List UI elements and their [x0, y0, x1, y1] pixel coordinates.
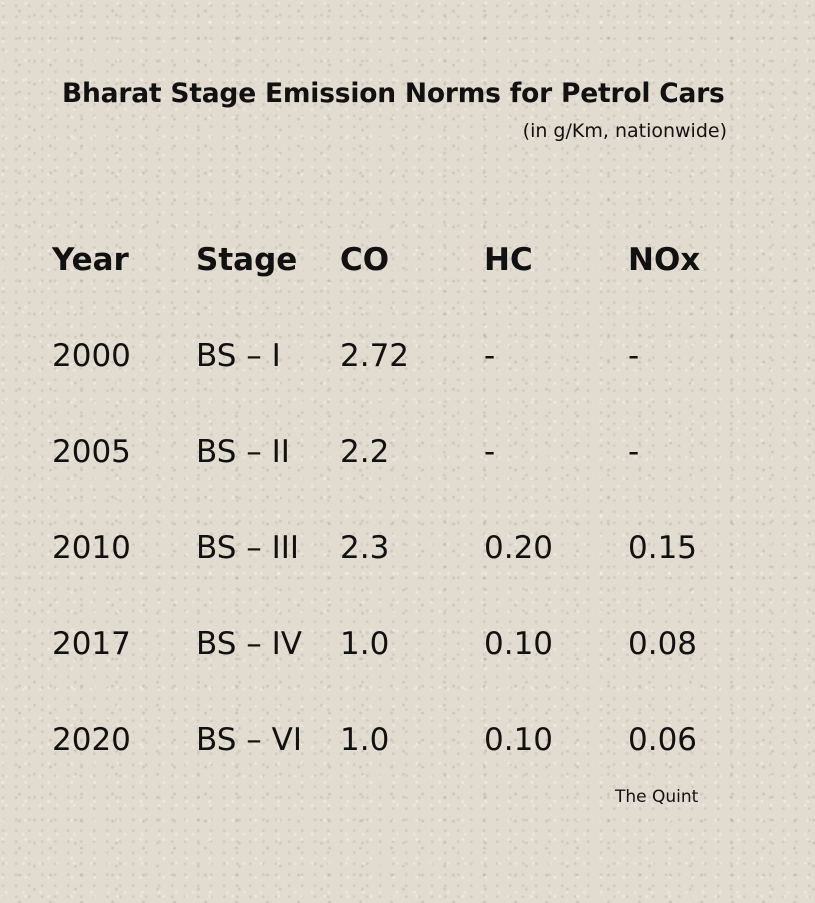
chart-title: Bharat Stage Emission Norms for Petrol C…	[62, 78, 725, 109]
table-row: 2005 BS – II 2.2 - -	[52, 428, 752, 524]
cell-hc: 0.10	[484, 722, 554, 758]
table-row: 2010 BS – III 2.3 0.20 0.15	[52, 524, 752, 620]
cell-year: 2000	[52, 338, 131, 374]
cell-year: 2005	[52, 434, 131, 470]
table-row: 2020 BS – VI 1.0 0.10 0.06	[52, 716, 752, 812]
cell-year: 2017	[52, 626, 131, 662]
cell-co: 2.2	[340, 434, 390, 470]
table-row: 2000 BS – I 2.72 - -	[52, 332, 752, 428]
column-header-nox: NOx	[628, 242, 701, 278]
cell-hc: 0.20	[484, 530, 554, 566]
cell-nox: -	[628, 338, 640, 374]
column-header-co: CO	[340, 242, 390, 278]
cell-hc: -	[484, 338, 496, 374]
cell-nox: -	[628, 434, 640, 470]
cell-co: 2.3	[340, 530, 390, 566]
cell-co: 1.0	[340, 626, 390, 662]
emission-table: Year Stage CO HC NOx 2000 BS – I 2.72 - …	[52, 236, 752, 812]
cell-hc: 0.10	[484, 626, 554, 662]
source-credit: The Quint	[615, 787, 699, 807]
cell-nox: 0.15	[628, 530, 698, 566]
cell-year: 2010	[52, 530, 131, 566]
table-header-row: Year Stage CO HC NOx	[52, 236, 752, 332]
column-header-year: Year	[52, 242, 129, 278]
column-header-hc: HC	[484, 242, 533, 278]
cell-nox: 0.08	[628, 626, 698, 662]
table-row: 2017 BS – IV 1.0 0.10 0.08	[52, 620, 752, 716]
cell-stage: BS – II	[196, 434, 290, 470]
cell-co: 1.0	[340, 722, 390, 758]
column-header-stage: Stage	[196, 242, 298, 278]
cell-year: 2020	[52, 722, 131, 758]
chart-subtitle: (in g/Km, nationwide)	[522, 120, 727, 142]
cell-stage: BS – III	[196, 530, 300, 566]
cell-stage: BS – IV	[196, 626, 302, 662]
cell-stage: BS – I	[196, 338, 281, 374]
cell-co: 2.72	[340, 338, 410, 374]
cell-nox: 0.06	[628, 722, 698, 758]
cell-hc: -	[484, 434, 496, 470]
cell-stage: BS – VI	[196, 722, 302, 758]
